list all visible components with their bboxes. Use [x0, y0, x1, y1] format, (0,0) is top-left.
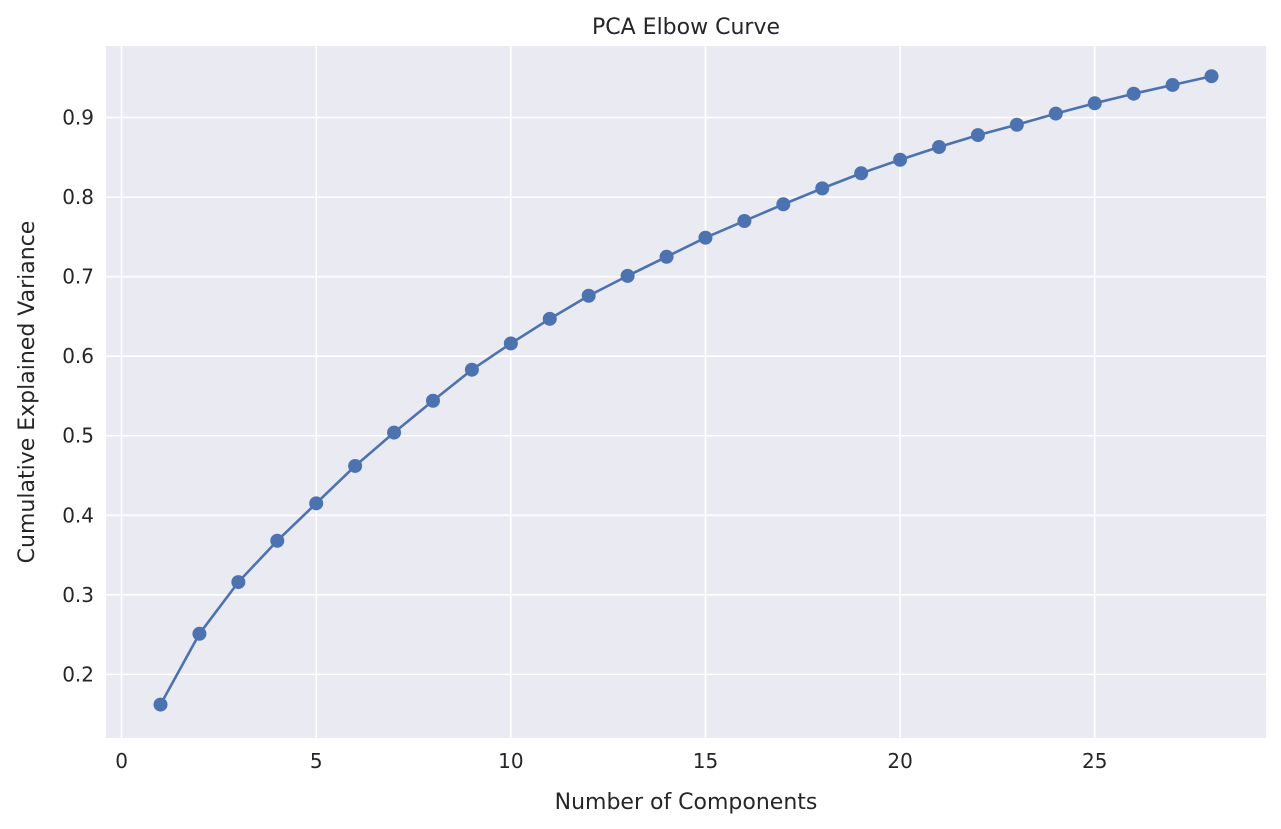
data-point	[1087, 96, 1102, 111]
x-tick-label: 0	[115, 749, 128, 773]
y-axis-label: Cumulative Explained Variance	[15, 221, 40, 564]
data-point	[620, 268, 635, 283]
data-point	[854, 166, 869, 181]
data-point	[776, 197, 791, 212]
y-tick-label: 0.4	[62, 503, 94, 527]
x-axis-label: Number of Components	[555, 790, 818, 815]
data-point	[192, 626, 207, 641]
x-tick-label: 10	[498, 749, 523, 773]
x-tick-label: 25	[1082, 749, 1107, 773]
data-point	[893, 152, 908, 167]
x-tick-label: 15	[693, 749, 718, 773]
data-point	[1009, 117, 1024, 132]
y-tick-label: 0.8	[62, 185, 94, 209]
data-point	[815, 181, 830, 196]
data-point	[1165, 77, 1180, 92]
data-point	[387, 425, 402, 440]
series-layer	[153, 69, 1219, 712]
data-point	[970, 128, 985, 143]
data-point	[309, 496, 324, 511]
y-tick-label: 0.2	[62, 662, 94, 686]
data-point	[737, 213, 752, 228]
chart-title: PCA Elbow Curve	[592, 15, 780, 40]
data-point	[1048, 106, 1063, 121]
plot-background	[106, 46, 1266, 738]
data-point	[464, 362, 479, 377]
data-point	[581, 288, 596, 303]
data-point	[542, 311, 557, 326]
data-point	[932, 140, 947, 155]
y-tick-label: 0.7	[62, 265, 94, 289]
x-tick-label: 20	[887, 749, 912, 773]
data-point	[153, 697, 168, 712]
y-tick-label: 0.3	[62, 583, 94, 607]
grid-lines	[106, 46, 1266, 738]
tick-labels: 0 5 10 15 20 25 0.2 0.3 0.4 0.5 0.6 0.7 0.8 0.9	[62, 106, 1107, 773]
y-tick-label: 0.6	[62, 344, 94, 368]
data-point	[503, 336, 518, 351]
data-point	[231, 575, 246, 590]
data-point	[270, 533, 285, 548]
y-tick-label: 0.5	[62, 424, 94, 448]
data-point	[348, 458, 363, 473]
series-line	[159, 74, 1212, 706]
data-point	[425, 393, 440, 408]
y-tick-label: 0.9	[62, 106, 94, 130]
data-point	[1204, 69, 1219, 84]
data-point	[1126, 86, 1141, 101]
x-tick-label: 5	[310, 749, 323, 773]
data-point	[698, 230, 713, 245]
data-point	[659, 249, 674, 264]
